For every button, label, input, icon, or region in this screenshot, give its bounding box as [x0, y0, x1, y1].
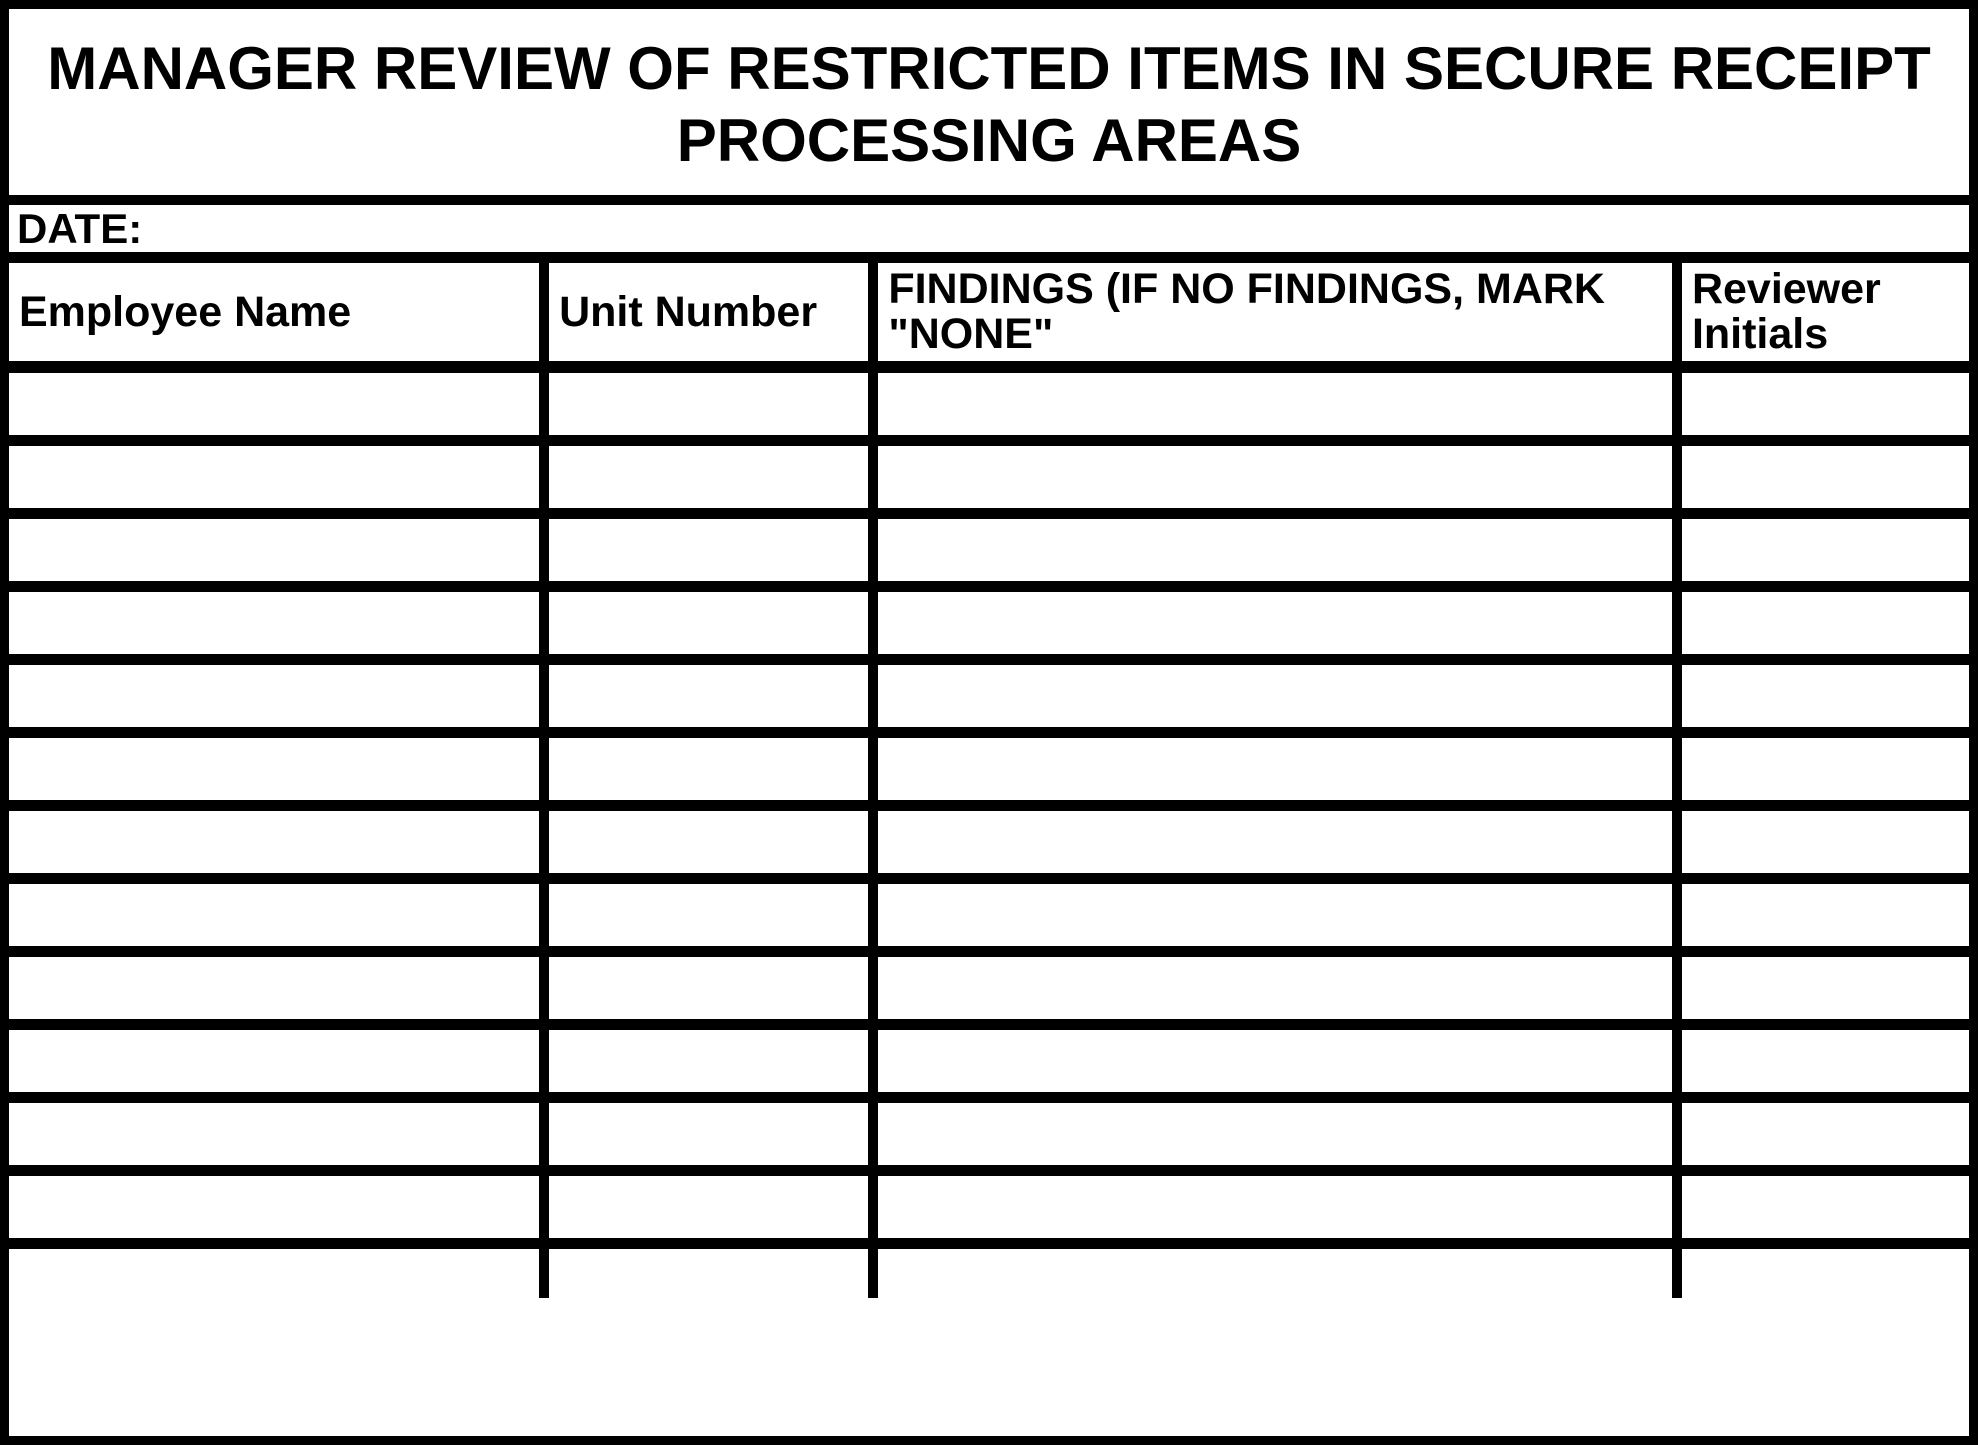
cell-reviewer-initials[interactable]: [1671, 732, 1969, 811]
table-row: [9, 586, 1969, 665]
cell-reviewer-initials[interactable]: [1671, 440, 1969, 519]
table-row: [9, 440, 1969, 519]
cell-reviewer-initials[interactable]: [1671, 1097, 1969, 1176]
cell-findings[interactable]: [868, 440, 1682, 519]
cell-employee-name[interactable]: [9, 951, 550, 1030]
cell-reviewer-initials[interactable]: [1671, 1024, 1969, 1103]
cell-employee-name[interactable]: [9, 1097, 550, 1176]
cell-employee-name[interactable]: [9, 513, 550, 592]
cell-employee-name[interactable]: [9, 1243, 550, 1298]
cell-employee-name[interactable]: [9, 586, 550, 665]
cell-unit-number[interactable]: [539, 440, 879, 519]
date-value-field[interactable]: [142, 205, 1969, 252]
cell-findings[interactable]: [868, 586, 1682, 665]
cell-employee-name[interactable]: [9, 732, 550, 811]
column-header-employee-name: Employee Name: [9, 263, 550, 373]
table-row: [9, 367, 1969, 446]
cell-employee-name[interactable]: [9, 1170, 550, 1249]
table-row: [9, 513, 1969, 592]
cell-reviewer-initials[interactable]: [1671, 1170, 1969, 1249]
cell-unit-number[interactable]: [539, 1097, 879, 1176]
table-row: [9, 878, 1969, 957]
table-row: [9, 951, 1969, 1030]
table-row: [9, 1170, 1969, 1249]
cell-employee-name[interactable]: [9, 659, 550, 738]
cell-unit-number[interactable]: [539, 805, 879, 884]
column-header-findings: FINDINGS (IF NO FINDINGS, MARK "NONE": [868, 263, 1682, 373]
cell-employee-name[interactable]: [9, 805, 550, 884]
cell-unit-number[interactable]: [539, 951, 879, 1030]
cell-findings[interactable]: [868, 367, 1682, 446]
cell-findings[interactable]: [868, 732, 1682, 811]
cell-unit-number[interactable]: [539, 878, 879, 957]
table-row: [9, 659, 1969, 738]
cell-unit-number[interactable]: [539, 513, 879, 592]
cell-findings[interactable]: [868, 659, 1682, 738]
cell-unit-number[interactable]: [539, 659, 879, 738]
cell-unit-number[interactable]: [539, 732, 879, 811]
header-row: Employee Name Unit Number FINDINGS (IF N…: [9, 263, 1969, 373]
table-row: [9, 1097, 1969, 1176]
cell-reviewer-initials[interactable]: [1671, 951, 1969, 1030]
cell-reviewer-initials[interactable]: [1671, 586, 1969, 665]
table-row: [9, 1243, 1969, 1298]
cell-findings[interactable]: [868, 951, 1682, 1030]
cell-unit-number[interactable]: [539, 1170, 879, 1249]
cell-findings[interactable]: [868, 1097, 1682, 1176]
column-header-reviewer-initials: Reviewer Initials: [1671, 263, 1969, 373]
cell-unit-number[interactable]: [539, 586, 879, 665]
cell-employee-name[interactable]: [9, 440, 550, 519]
cell-findings[interactable]: [868, 1024, 1682, 1103]
cell-findings[interactable]: [868, 1170, 1682, 1249]
table-row: [9, 1024, 1969, 1103]
form-title-block: MANAGER REVIEW OF RESTRICTED ITEMS IN SE…: [9, 9, 1969, 205]
cell-employee-name[interactable]: [9, 1024, 550, 1103]
date-label: DATE:: [17, 204, 143, 252]
cell-findings[interactable]: [868, 1243, 1682, 1298]
cell-unit-number[interactable]: [539, 1243, 879, 1298]
cell-findings[interactable]: [868, 878, 1682, 957]
cell-employee-name[interactable]: [9, 878, 550, 957]
cell-reviewer-initials[interactable]: [1671, 1243, 1969, 1298]
cell-reviewer-initials[interactable]: [1671, 513, 1969, 592]
cell-reviewer-initials[interactable]: [1671, 878, 1969, 957]
cell-reviewer-initials[interactable]: [1671, 805, 1969, 884]
table-row: [9, 732, 1969, 811]
cell-unit-number[interactable]: [539, 367, 879, 446]
cell-reviewer-initials[interactable]: [1671, 659, 1969, 738]
table-body: [9, 367, 1969, 1298]
table-row: [9, 805, 1969, 884]
cell-employee-name[interactable]: [9, 367, 550, 446]
review-table: Employee Name Unit Number FINDINGS (IF N…: [9, 263, 1969, 1298]
page-title: MANAGER REVIEW OF RESTRICTED ITEMS IN SE…: [47, 35, 1931, 174]
cell-unit-number[interactable]: [539, 1024, 879, 1103]
cell-findings[interactable]: [868, 513, 1682, 592]
cell-findings[interactable]: [868, 805, 1682, 884]
column-header-unit-number: Unit Number: [539, 263, 879, 373]
cell-reviewer-initials[interactable]: [1671, 367, 1969, 446]
date-row: DATE:: [9, 205, 1969, 263]
